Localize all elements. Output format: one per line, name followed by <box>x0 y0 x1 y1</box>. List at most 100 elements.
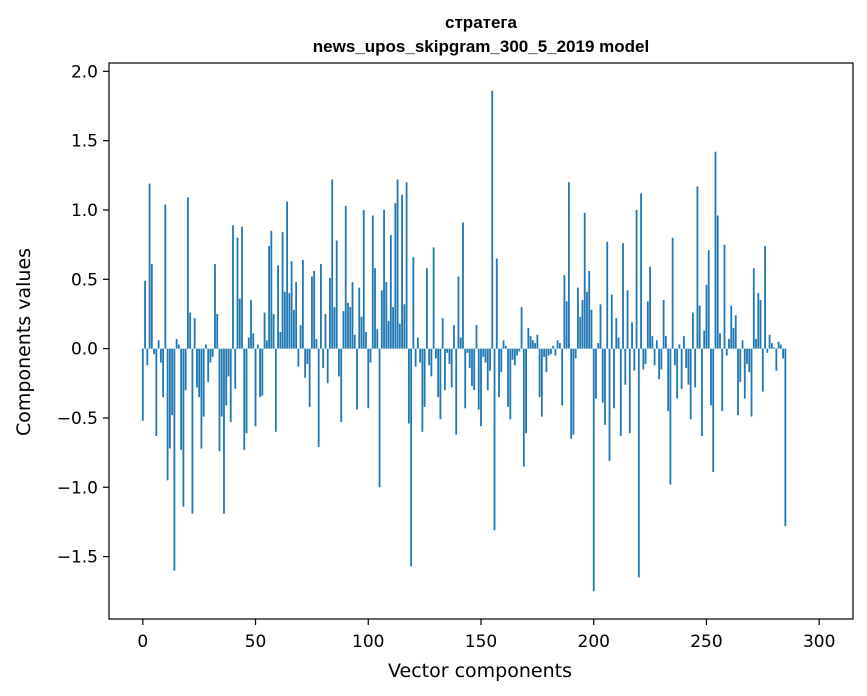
bar <box>491 90 494 349</box>
bar <box>737 348 739 416</box>
bar <box>660 348 663 370</box>
bar <box>549 348 552 355</box>
bar <box>317 348 320 448</box>
bar <box>619 348 622 436</box>
bar <box>642 348 645 370</box>
bar <box>606 241 609 349</box>
x-axis-label: Vector components <box>388 660 572 682</box>
bar <box>466 348 469 353</box>
plot-frame <box>108 62 854 620</box>
bar <box>439 348 442 420</box>
bar <box>412 257 415 349</box>
bar <box>527 327 530 349</box>
bar <box>227 348 230 377</box>
bar <box>457 276 460 349</box>
bar <box>365 331 367 349</box>
bar <box>757 293 760 349</box>
bar <box>547 348 550 356</box>
bar <box>678 344 681 349</box>
bar <box>531 340 534 349</box>
bar <box>441 318 444 349</box>
bar <box>313 270 316 349</box>
bar <box>297 348 300 367</box>
bar <box>646 301 649 349</box>
bar <box>784 348 787 527</box>
bar <box>421 348 424 432</box>
bar <box>509 348 512 420</box>
y-tick-label: 1.0 <box>71 201 98 221</box>
bar <box>455 348 458 435</box>
bar <box>676 348 679 399</box>
x-tick-label: 150 <box>465 632 497 652</box>
bar <box>435 348 437 359</box>
bar <box>712 348 715 473</box>
bar <box>768 334 771 349</box>
bar <box>369 348 372 363</box>
bar <box>504 345 507 349</box>
bar <box>493 348 496 531</box>
bar <box>329 277 331 349</box>
bar <box>764 246 766 349</box>
bar <box>252 333 255 349</box>
bar <box>223 348 225 514</box>
bar <box>362 209 365 349</box>
bar <box>592 348 595 592</box>
y-tick-label: −1.5 <box>57 548 98 568</box>
bar <box>511 348 514 360</box>
bar <box>155 348 158 436</box>
bar <box>773 347 775 349</box>
bar <box>761 348 764 392</box>
bar <box>518 348 521 352</box>
bar-series <box>141 90 787 592</box>
bar <box>416 337 419 349</box>
bar <box>669 348 672 485</box>
bar <box>450 348 453 388</box>
bar <box>568 182 570 349</box>
bar <box>254 348 257 427</box>
bar <box>685 348 688 369</box>
bar <box>520 307 523 349</box>
bar <box>358 287 361 349</box>
bar <box>473 348 476 391</box>
bar <box>392 307 394 349</box>
bar <box>342 311 345 349</box>
bar <box>755 338 757 349</box>
bar <box>495 258 498 349</box>
bar <box>306 348 309 364</box>
bar <box>274 348 277 432</box>
bar <box>423 348 426 407</box>
bar <box>719 333 721 349</box>
bar <box>410 348 413 567</box>
chart-title-line1: стратега <box>445 13 517 32</box>
bar <box>182 348 185 507</box>
bar <box>739 348 742 382</box>
bar <box>344 205 347 349</box>
bar <box>588 270 591 349</box>
bar <box>198 348 201 398</box>
bar <box>543 348 546 357</box>
bar <box>444 348 446 391</box>
bar <box>202 348 205 417</box>
x-tick-label: 200 <box>578 632 610 652</box>
bar <box>265 340 268 349</box>
bar <box>725 348 728 356</box>
x-tick-label: 100 <box>352 632 384 652</box>
bar <box>283 291 286 349</box>
bar <box>301 259 304 349</box>
y-axis-ticks: −1.5 −1.0 −0.5 0.0 0.5 1.0 1.5 2.0 <box>57 62 109 568</box>
bar <box>356 348 358 410</box>
bar <box>484 348 487 363</box>
bar <box>378 348 381 488</box>
bar <box>385 282 388 349</box>
bar <box>292 309 295 349</box>
bar <box>396 179 399 349</box>
bar <box>414 348 417 367</box>
bar <box>653 348 656 366</box>
bar <box>777 341 780 349</box>
bar <box>270 230 273 349</box>
bar <box>304 348 307 378</box>
bar <box>572 348 575 435</box>
bar <box>315 338 318 349</box>
bar <box>205 344 207 349</box>
bar <box>595 348 597 399</box>
